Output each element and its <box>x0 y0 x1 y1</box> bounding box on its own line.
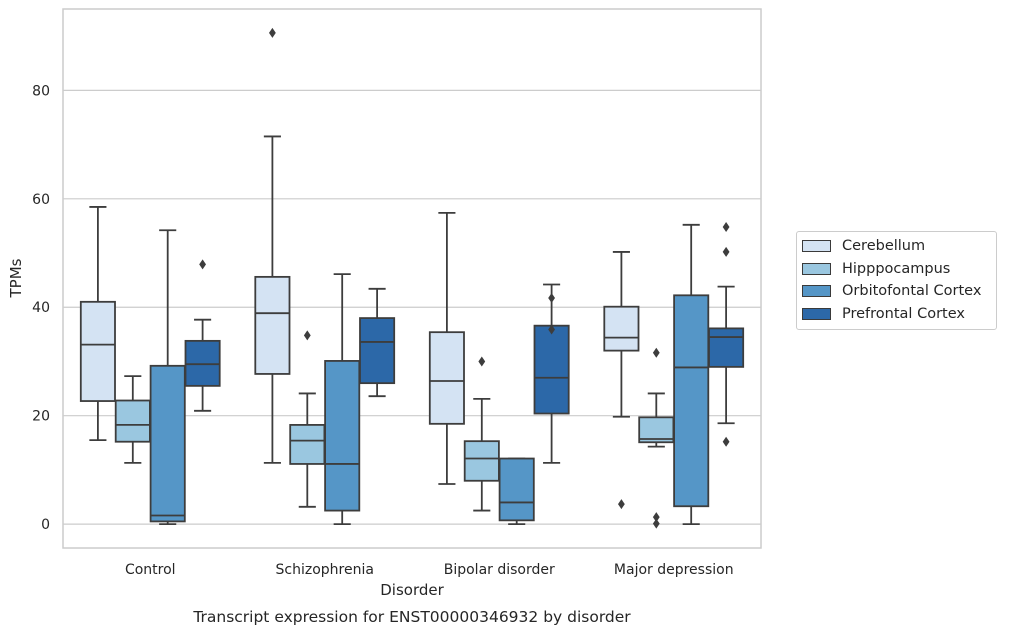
outlier-marker <box>478 356 486 367</box>
box-cerebellum <box>254 27 291 464</box>
iqr-box <box>428 331 465 425</box>
box-cerebellum <box>79 206 116 441</box>
iqr-box <box>708 327 745 368</box>
legend-swatch <box>802 262 831 275</box>
outlier-marker <box>269 27 276 38</box>
legend-swatch <box>802 285 831 298</box>
y-tick-label: 60 <box>32 192 50 208</box>
iqr-box <box>324 360 361 512</box>
outlier-marker <box>652 347 660 358</box>
legend-label: Hipppocampus <box>842 260 951 277</box>
outlier-marker <box>652 518 660 529</box>
outlier-marker <box>652 512 660 523</box>
iqr-box <box>463 440 500 482</box>
box-cerebellum <box>603 251 640 510</box>
box-prefrontal-cortex <box>533 283 570 464</box>
box-prefrontal-cortex <box>184 259 221 412</box>
y-tick-label: 40 <box>32 300 50 316</box>
box-orbitofontal-cortex <box>673 223 710 526</box>
y-tick-labels: 0 20 40 60 80 <box>32 83 50 533</box>
box-orbitofontal-cortex <box>498 457 535 526</box>
box-hipppocampus <box>114 375 151 464</box>
outlier-marker <box>548 324 555 335</box>
plot-area-frame <box>62 8 762 549</box>
legend-label: Cerebellum <box>842 238 926 255</box>
box-groups <box>79 27 745 529</box>
y-axis-label: TPMs <box>7 258 25 298</box>
outlier-marker <box>722 221 730 232</box>
y-tick-label: 0 <box>41 517 50 533</box>
x-tick-label: Bipolar disorder <box>444 562 555 578</box>
iqr-box <box>673 294 710 508</box>
legend-swatch <box>802 308 831 321</box>
y-tick-label: 20 <box>32 409 50 425</box>
y-tick-label: 80 <box>32 83 50 99</box>
x-axis-label: Disorder <box>380 581 444 599</box>
x-tick-label: Major depression <box>614 562 734 578</box>
legend-item: Cerebellum <box>797 235 996 258</box>
outlier-marker <box>199 259 206 270</box>
legend-item: Prefrontal Cortex <box>797 303 996 326</box>
legend-label: Prefrontal Cortex <box>842 306 965 323</box>
outlier-marker <box>722 246 730 257</box>
iqr-box <box>498 457 535 522</box>
x-tick-label: Schizophrenia <box>276 562 374 578</box>
x-tick-label: Control <box>125 562 176 578</box>
box-orbitofontal-cortex <box>149 229 186 526</box>
iqr-box <box>359 317 396 385</box>
chart-caption: Transcript expression for ENST0000034693… <box>192 608 631 626</box>
iqr-box <box>79 300 116 402</box>
outlier-marker <box>303 330 311 341</box>
box-prefrontal-cortex <box>359 287 396 398</box>
outlier-marker <box>618 499 625 510</box>
outlier-marker <box>548 293 555 304</box>
iqr-box <box>533 324 570 415</box>
legend-label: Orbitofontal Cortex <box>842 283 982 300</box>
box-hipppocampus <box>463 356 500 512</box>
iqr-box <box>149 364 186 523</box>
box-cerebellum <box>428 211 465 485</box>
outlier-marker <box>722 436 730 447</box>
x-tick-labels: Control Schizophrenia Bipolar disorder Majo… <box>125 562 734 578</box>
iqr-box <box>254 275 291 375</box>
iqr-box <box>289 424 326 465</box>
iqr-box <box>114 399 151 443</box>
box-hipppocampus <box>638 347 675 529</box>
legend-item: Hipppocampus <box>797 258 996 281</box>
legend-swatch <box>802 240 831 253</box>
legend-item: Orbitofontal Cortex <box>797 280 996 303</box>
box-orbitofontal-cortex <box>324 273 361 526</box>
iqr-box <box>603 305 640 352</box>
box-hipppocampus <box>289 330 326 508</box>
box-prefrontal-cortex <box>708 221 745 447</box>
legend: Cerebellum Hipppocampus Orbitofontal Corte… <box>796 231 997 331</box>
